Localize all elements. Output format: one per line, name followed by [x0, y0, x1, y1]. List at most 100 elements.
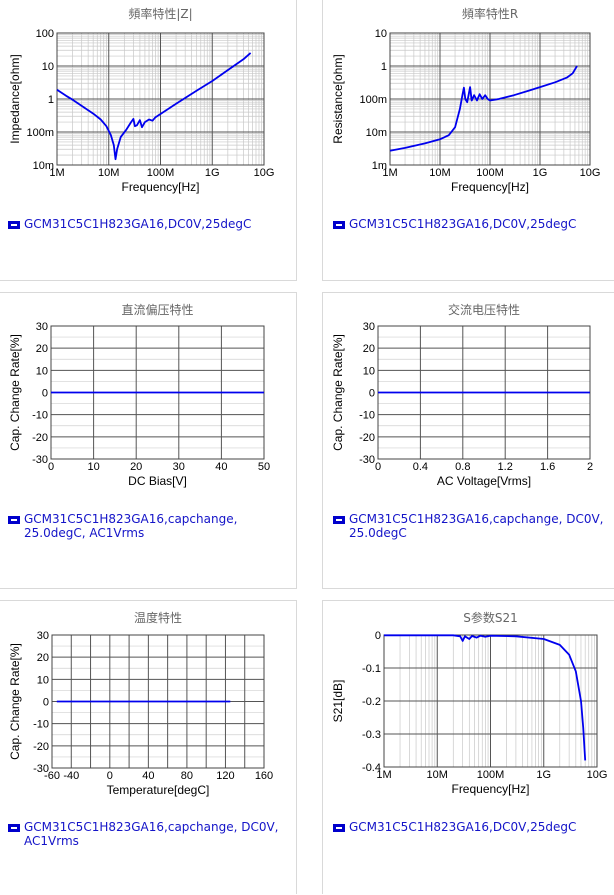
y-tick-label: 10: [363, 365, 375, 377]
x-tick-label: 10G: [587, 769, 608, 781]
y-tick-label: -30: [33, 763, 49, 775]
legend-label: GCM31C5C1H823GA16,DC0V,25degC: [24, 217, 252, 231]
y-tick-label: 20: [37, 652, 49, 664]
y-tick-label: -10: [32, 410, 48, 422]
impedance-chart-legend[interactable]: GCM31C5C1H823GA16,DC0V,25degC: [8, 217, 294, 231]
y-axis-label: Resistance[ohm]: [331, 54, 345, 143]
y-tick-label: -0.1: [362, 663, 381, 675]
legend-label: GCM31C5C1H823GA16,capchange, DC0V, 25.0d…: [349, 512, 604, 540]
y-axis-label: Impedance[ohm]: [8, 54, 22, 143]
x-tick-label: 20: [130, 461, 142, 473]
x-tick-label: 10G: [580, 167, 601, 179]
legend-label: GCM31C5C1H823GA16,capchange, DC0V, AC1Vr…: [24, 820, 279, 848]
x-tick-label: 10G: [254, 167, 275, 179]
chart-title: 直流偏压特性: [121, 302, 193, 317]
x-tick-label: 1M: [376, 769, 391, 781]
x-tick-label: 40: [215, 461, 227, 473]
x-tick-label: 80: [181, 770, 193, 782]
s21-chart: S参数S21 1M 10M 100M 1G 10G -0.4 -0.3 -0.2 -0.1 0 Fre…: [331, 610, 608, 796]
legend-label: GCM31C5C1H823GA16,capchange, 25.0degC, A…: [24, 512, 238, 540]
x-tick-label: 1G: [533, 167, 548, 179]
x-tick-label: 0.4: [413, 461, 428, 473]
x-tick-label: 10M: [429, 167, 450, 179]
resistance-chart-panel: 頻率特性R 1M 10M 100M 1G 10G 1m 10m 100m 1 10 Frequency…: [322, 0, 614, 281]
y-tick-label: -0.2: [362, 696, 381, 708]
y-tick-label: 10: [36, 365, 48, 377]
y-tick-label: -30: [32, 454, 48, 466]
legend-label: GCM31C5C1H823GA16,DC0V,25degC: [349, 217, 577, 231]
legend-swatch-icon: [333, 221, 345, 229]
impedance-chart-panel: 頻率特性|Z| 1M 10M 100M 1G 10G 10m 100m 1 10 100 Freque…: [0, 0, 297, 281]
plot-frame: [51, 634, 265, 769]
s21-chart-legend[interactable]: GCM31C5C1H823GA16,DC0V,25degC: [333, 820, 614, 834]
y-tick-label: 20: [36, 343, 48, 355]
legend-swatch-icon: [333, 824, 345, 832]
x-axis-label: Frequency[Hz]: [451, 180, 529, 194]
dc-bias-chart-legend[interactable]: GCM31C5C1H823GA16,capchange, 25.0degC, A…: [8, 512, 294, 540]
plot-frame: [389, 32, 591, 166]
x-tick-label: 0: [107, 770, 113, 782]
resistance-chart: 頻率特性R 1M 10M 100M 1G 10G 1m 10m 100m 1 10 Frequency…: [331, 6, 601, 194]
y-tick-label: 1: [381, 61, 387, 73]
y-tick-label: 10m: [366, 127, 387, 139]
x-tick-label: 30: [173, 461, 185, 473]
x-tick-label: 1G: [205, 167, 220, 179]
x-tick-label: 160: [255, 770, 273, 782]
y-tick-label: 0: [369, 388, 375, 400]
temperature-chart: 温度特性 -60 -40 0 40 80 120 160 -30 -20 -10 0 10 20 30 Tem…: [8, 610, 273, 797]
x-axis-label: Temperature[degC]: [107, 783, 210, 797]
y-tick-label: 10m: [33, 160, 54, 172]
y-tick-label: -0.4: [362, 762, 381, 774]
y-tick-label: -10: [33, 719, 49, 731]
ac-voltage-chart-panel: 交流电压特性 0 0.4 0.8 1.2 1.6 2 -30 -20 -10 0 10 20 30 AC V…: [322, 292, 614, 589]
y-tick-label: 100m: [26, 127, 54, 139]
x-tick-label: 50: [258, 461, 270, 473]
x-tick-label: 1G: [536, 769, 551, 781]
y-tick-label: 30: [363, 321, 375, 333]
y-tick-label: 10: [375, 28, 387, 40]
chart-title: 交流电压特性: [448, 302, 520, 317]
y-axis-label: Cap. Change Rate[%]: [8, 643, 22, 760]
chart-title: 温度特性: [134, 610, 182, 625]
chart-title: 頻率特性|Z|: [128, 6, 192, 21]
y-tick-label: -10: [359, 410, 375, 422]
y-tick-label: 10: [37, 674, 49, 686]
x-tick-label: 10M: [98, 167, 119, 179]
y-tick-label: -20: [359, 432, 375, 444]
temperature-chart-legend[interactable]: GCM31C5C1H823GA16,capchange, DC0V, AC1Vr…: [8, 820, 294, 848]
temperature-chart-panel: 温度特性 -60 -40 0 40 80 120 160 -30 -20 -10 0 10 20 30 Tem…: [0, 600, 297, 894]
y-tick-label: 10: [42, 61, 54, 73]
resistance-chart-legend[interactable]: GCM31C5C1H823GA16,DC0V,25degC: [333, 217, 614, 231]
y-tick-label: 100m: [359, 94, 387, 106]
x-tick-label: -60: [44, 770, 60, 782]
series-line: [56, 52, 252, 161]
x-tick-label: 1.6: [540, 461, 555, 473]
dc-bias-chart-panel: 直流偏压特性 0 10 20 30 40 50 -30 -20 -10 0 10 20 30 DC Bias…: [0, 292, 297, 589]
x-tick-label: 10: [87, 461, 99, 473]
y-tick-label: -30: [359, 454, 375, 466]
x-tick-label: 0: [48, 461, 54, 473]
y-tick-label: 0: [43, 697, 49, 709]
y-tick-label: 0: [375, 630, 381, 642]
x-tick-label: 2: [587, 461, 593, 473]
x-tick-label: 100M: [477, 769, 505, 781]
x-tick-label: 0: [375, 461, 381, 473]
y-tick-label: -0.3: [362, 729, 381, 741]
y-axis-label: Cap. Change Rate[%]: [8, 334, 22, 451]
legend-swatch-icon: [8, 824, 20, 832]
chart-title: 頻率特性R: [462, 6, 518, 21]
x-tick-label: 40: [142, 770, 154, 782]
x-tick-label: 100M: [476, 167, 504, 179]
legend-swatch-icon: [333, 516, 345, 524]
y-tick-label: 1: [48, 94, 54, 106]
ac-voltage-chart-legend[interactable]: GCM31C5C1H823GA16,capchange, DC0V, 25.0d…: [333, 512, 614, 540]
x-tick-label: 1M: [49, 167, 64, 179]
x-tick-label: 120: [216, 770, 234, 782]
y-tick-label: -20: [33, 741, 49, 753]
series-line: [384, 634, 587, 761]
x-tick-label: 100M: [147, 167, 175, 179]
legend-swatch-icon: [8, 221, 20, 229]
impedance-chart: 頻率特性|Z| 1M 10M 100M 1G 10G 10m 100m 1 10 100 Freque…: [8, 6, 275, 194]
x-tick-label: 0.8: [455, 461, 470, 473]
y-tick-label: 30: [36, 321, 48, 333]
